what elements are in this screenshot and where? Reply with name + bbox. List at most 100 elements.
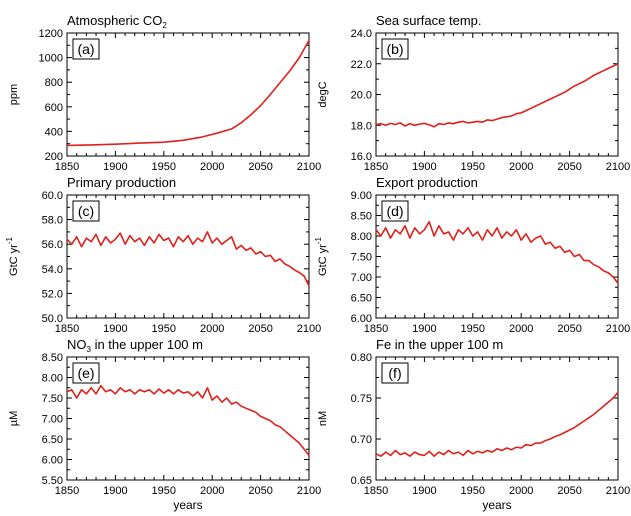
x-tick-label: 1850: [364, 161, 388, 173]
x-tick-label: 2100: [606, 323, 630, 335]
x-tick-label: 2050: [557, 161, 581, 173]
y-tick-label: 8.00: [42, 373, 63, 385]
x-tick-label: 1900: [103, 485, 127, 497]
panel-title: NO3 in the upper 100 m: [67, 337, 203, 354]
x-axis-label: years: [482, 498, 511, 512]
x-tick-label: 2050: [248, 323, 272, 335]
panel-label: (e): [77, 365, 94, 381]
x-tick-label: 2100: [606, 161, 630, 173]
y-tick-label: 200: [45, 151, 63, 163]
y-axis-label-text: µM: [8, 411, 20, 427]
x-tick-label: 2000: [509, 323, 533, 335]
panel-label: (d): [386, 203, 403, 219]
y-tick-label: 6.00: [42, 455, 63, 467]
y-axis-label: ppm: [8, 84, 20, 105]
y-tick-label: 20.0: [351, 90, 372, 102]
y-tick-label: 18.0: [351, 120, 372, 132]
y-axis-label: degC: [317, 81, 329, 107]
x-tick-label: 1900: [412, 323, 436, 335]
title-tail: in the upper 100 m: [91, 337, 203, 352]
x-tick-label: 1950: [152, 161, 176, 173]
panel-label-box: [72, 362, 100, 384]
title-text: Primary production: [67, 175, 176, 190]
y-axis-label-text: nM: [317, 411, 329, 426]
x-tick-label: 2050: [248, 485, 272, 497]
title-text: Atmospheric CO: [67, 13, 162, 28]
y-axis-label-text: degC: [317, 81, 329, 107]
y-tick-label: 8.50: [42, 352, 63, 364]
series-line-b: [375, 63, 619, 128]
y-tick-label: 24.0: [351, 28, 372, 40]
y-tick-label: 9.00: [351, 190, 372, 202]
plot-frame: [66, 356, 310, 481]
plot-frame: [66, 194, 310, 319]
panel-label-box: [381, 200, 409, 222]
panel-label-box: [381, 38, 409, 60]
panel-title: Export production: [376, 175, 478, 190]
panel-label: (a): [77, 41, 94, 57]
panel-title: Sea surface temp.: [376, 13, 482, 28]
x-tick-label: 1850: [55, 323, 79, 335]
y-tick-label: 0.75: [351, 393, 372, 405]
panel-label: (c): [78, 203, 94, 219]
x-tick-label: 1850: [364, 485, 388, 497]
y-tick-label: 7.50: [42, 393, 63, 405]
y-tick-label: 0.80: [351, 352, 372, 364]
title-text: Sea surface temp.: [376, 13, 482, 28]
y-axis-label-superscript: -1: [314, 237, 323, 245]
y-tick-label: 1000: [39, 53, 63, 65]
x-tick-label: 1900: [412, 161, 436, 173]
x-tick-label: 2000: [509, 485, 533, 497]
panel-title: Atmospheric CO2: [67, 13, 167, 30]
y-axis-label: GtC yr-1: [314, 237, 329, 276]
y-tick-label: 52.0: [42, 288, 63, 300]
x-tick-label: 2100: [297, 323, 321, 335]
x-tick-label: 1850: [364, 323, 388, 335]
panel-title: Fe in the upper 100 m: [376, 337, 503, 352]
y-tick-label: 7.50: [351, 252, 372, 264]
y-tick-label: 6.50: [351, 293, 372, 305]
x-tick-label: 1950: [461, 161, 485, 173]
x-tick-label: 2100: [606, 485, 630, 497]
x-tick-label: 2050: [557, 323, 581, 335]
x-tick-label: 2000: [200, 485, 224, 497]
x-axis-label: years: [173, 498, 202, 512]
x-tick-label: 1900: [103, 161, 127, 173]
series-line-a: [66, 40, 310, 147]
y-tick-label: 6.50: [42, 434, 63, 446]
x-tick-label: 1850: [55, 485, 79, 497]
y-axis-label: nM: [317, 411, 329, 426]
y-axis-label: GtC yr-1: [5, 237, 20, 276]
y-tick-label: 16.0: [351, 151, 372, 163]
y-tick-label: 58.0: [42, 215, 63, 227]
title-text: NO: [67, 337, 87, 352]
y-tick-label: 0.70: [351, 434, 372, 446]
y-axis-label-text: ppm: [8, 84, 20, 105]
y-axis-label-superscript: -1: [5, 237, 14, 245]
y-axis-label-text: GtC yr: [317, 244, 329, 276]
x-tick-label: 1900: [412, 485, 436, 497]
x-tick-label: 2100: [297, 161, 321, 173]
y-tick-label: 400: [45, 126, 63, 138]
y-tick-label: 60.0: [42, 190, 63, 202]
y-tick-label: 22.0: [351, 59, 372, 71]
x-tick-label: 2100: [297, 485, 321, 497]
title-text: Fe in the upper 100 m: [376, 337, 503, 352]
panel-title: Primary production: [67, 175, 176, 190]
y-axis-label-text: GtC yr: [8, 244, 20, 276]
y-tick-label: 600: [45, 102, 63, 114]
panel-label: (f): [388, 365, 401, 381]
panel-e: NO3 in the upper 100 m 5.50 6.00 6.50 7.00 7.…: [8, 337, 321, 497]
title-subscript: 2: [162, 21, 167, 30]
panel-label: (b): [386, 41, 403, 57]
x-tick-label: 2050: [557, 485, 581, 497]
panel-d: Export production 6.00 6.50 7.00 7.50 8.00 8.5…: [314, 175, 630, 335]
x-tick-label: 1950: [152, 485, 176, 497]
series-line-e: [66, 384, 310, 456]
x-tick-label: 1950: [461, 323, 485, 335]
series-line-c: [66, 231, 310, 287]
x-tick-label: 1950: [152, 323, 176, 335]
x-tick-label: 1900: [103, 323, 127, 335]
x-tick-label: 2000: [200, 161, 224, 173]
